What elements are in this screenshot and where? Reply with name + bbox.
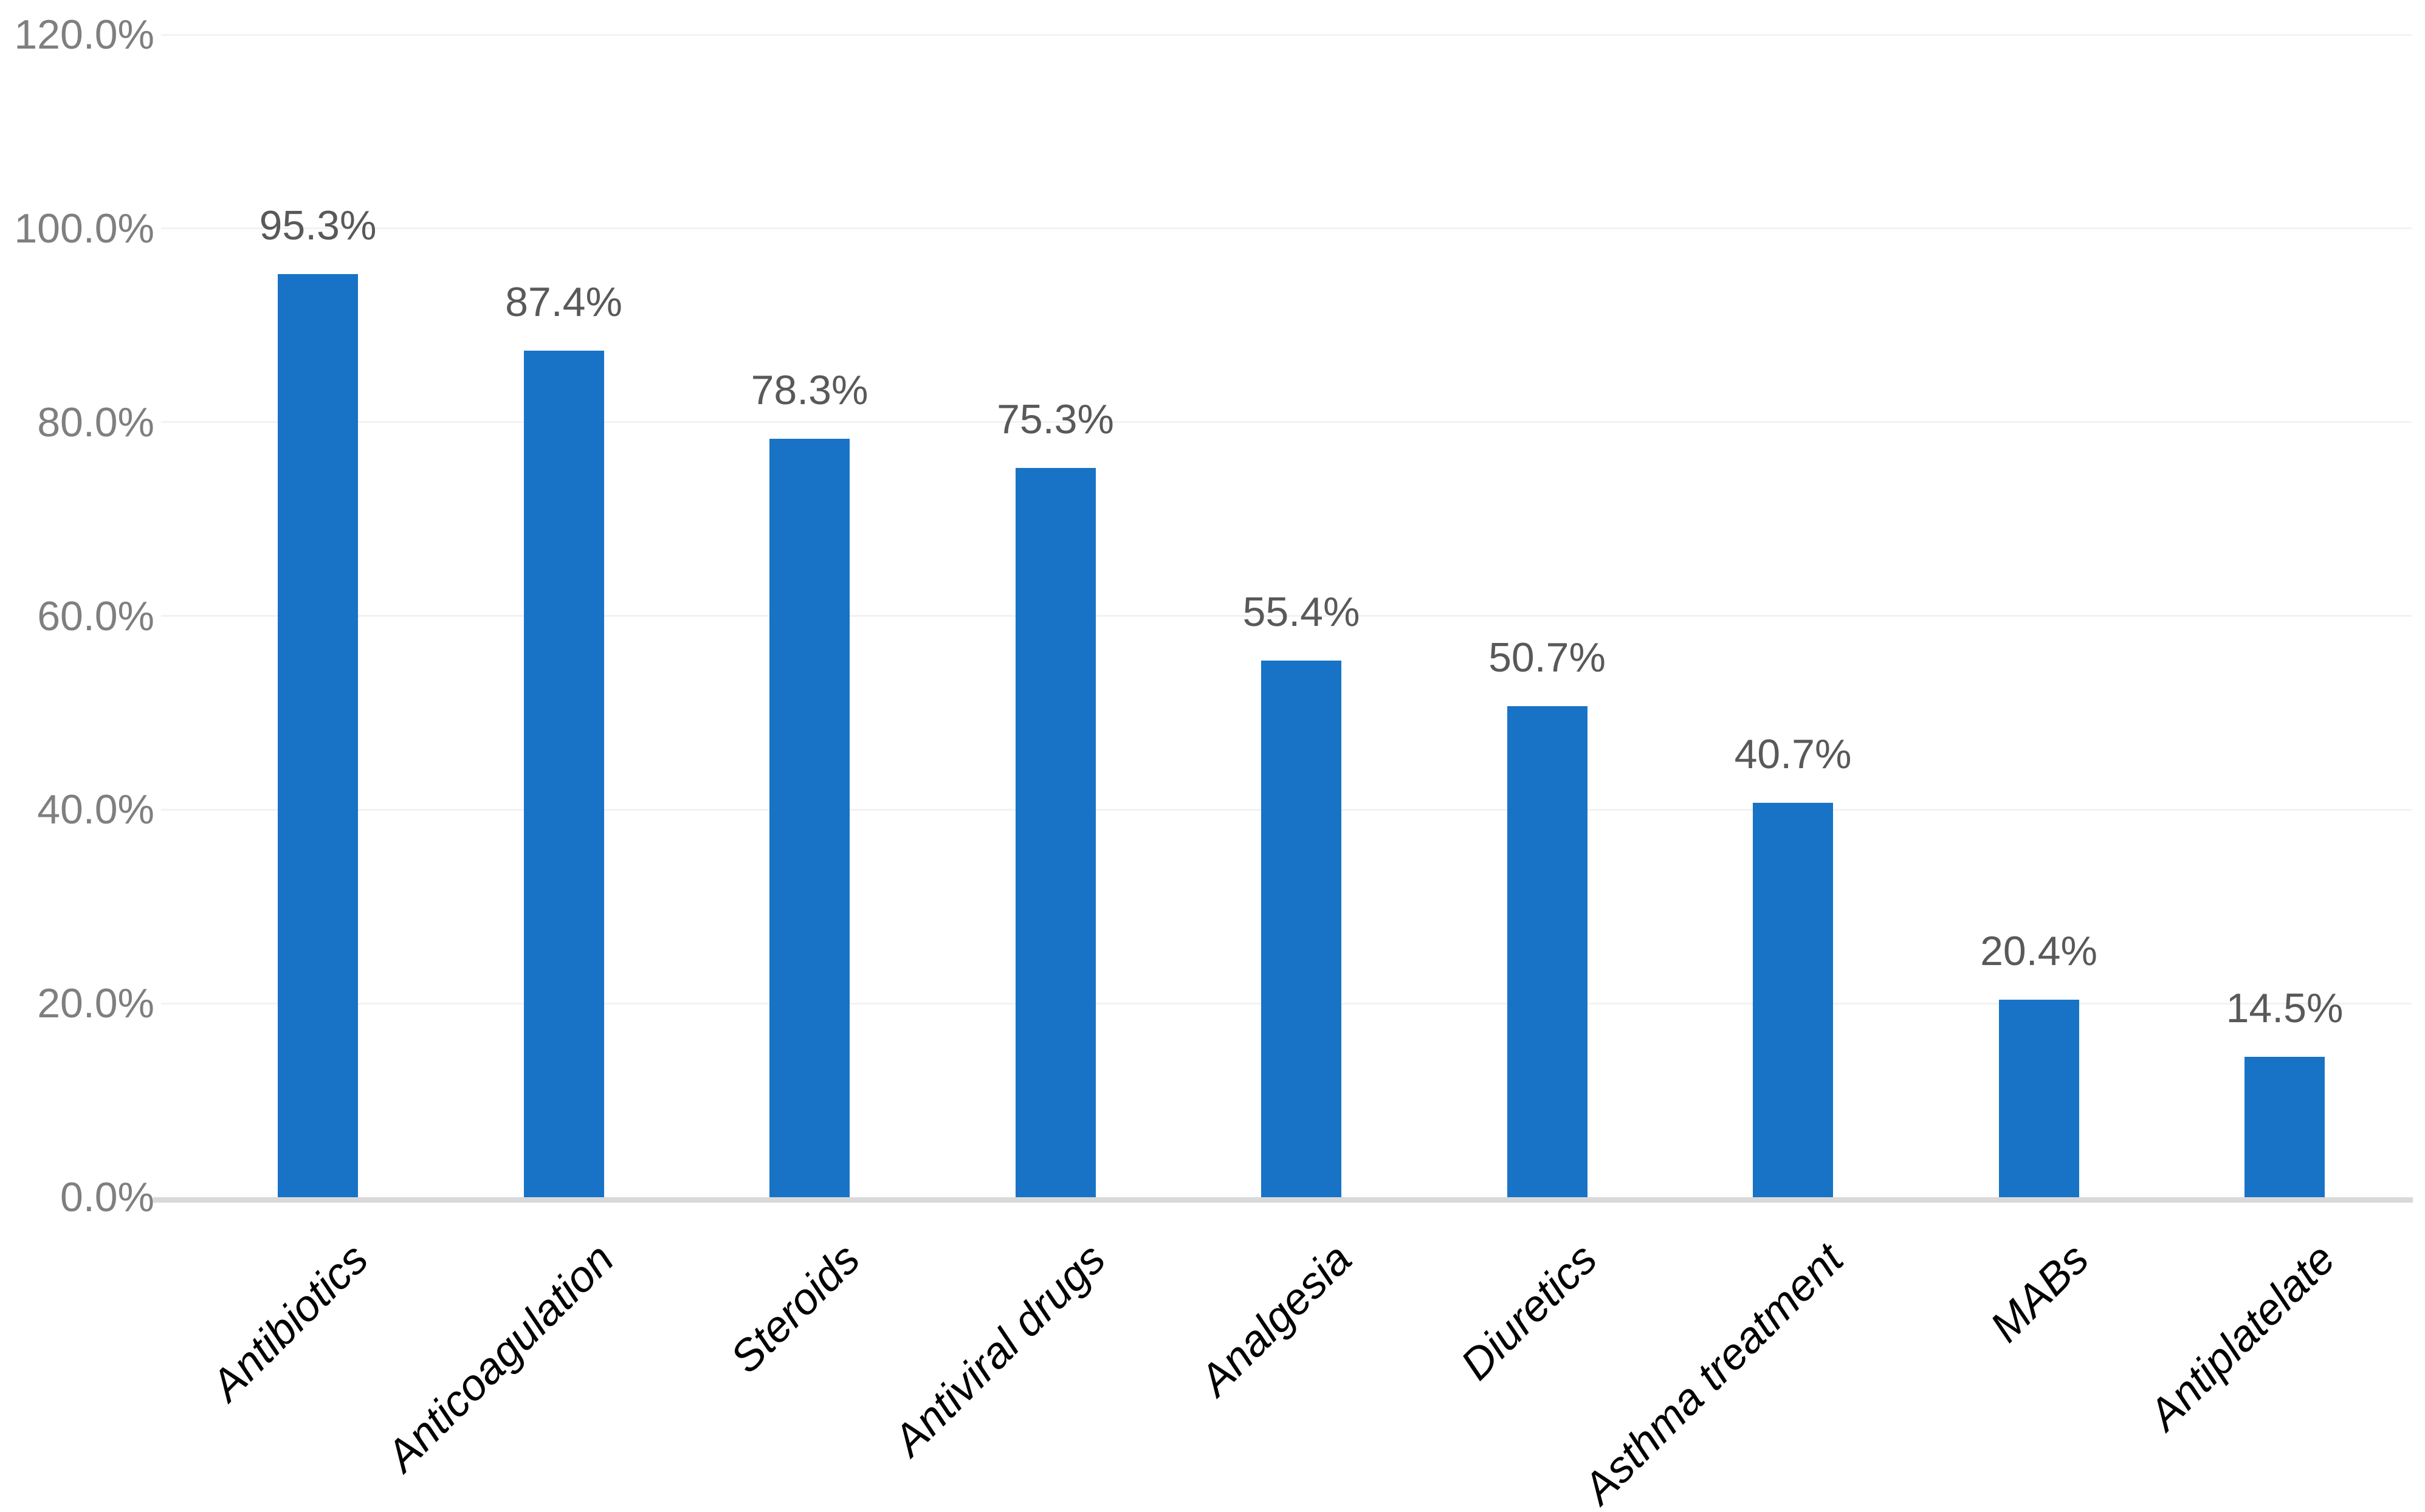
bar	[1753, 803, 1833, 1197]
gridline	[161, 421, 2412, 424]
x-axis-category-label: Antiviral drugs	[884, 1234, 1115, 1465]
gridline	[161, 615, 2412, 617]
y-axis-tick-label: 0.0%	[60, 1174, 154, 1220]
bar-value-label: 95.3%	[259, 202, 377, 249]
bar-value-label: 55.4%	[1242, 588, 1360, 635]
x-axis-category-label: Anticoagulation	[377, 1234, 624, 1481]
bar	[523, 350, 604, 1197]
bar-value-label: 75.3%	[997, 396, 1114, 442]
y-axis-tick-label: 80.0%	[37, 399, 154, 445]
y-axis-tick-label: 100.0%	[14, 205, 154, 252]
x-axis-category-label: MABs	[1981, 1234, 2099, 1352]
bar-value-label: 87.4%	[505, 278, 622, 325]
bar	[2244, 1056, 2325, 1197]
x-axis-category-label: Antiplatelate	[2139, 1234, 2344, 1440]
bar	[278, 273, 358, 1197]
y-axis-tick-label: 40.0%	[37, 786, 154, 833]
bar	[1015, 467, 1096, 1197]
x-axis-category-label: Diuretics	[1451, 1234, 1607, 1390]
bar	[769, 438, 850, 1197]
y-axis-tick-label: 60.0%	[37, 593, 154, 639]
y-axis-tick-label: 120.0%	[14, 12, 154, 58]
gridline	[161, 33, 2412, 36]
gridline	[161, 227, 2412, 230]
x-axis-category-label: Analgesia	[1190, 1234, 1361, 1405]
bar-value-label: 40.7%	[1734, 731, 1852, 778]
bar	[1261, 660, 1341, 1197]
x-axis-category-label: Steroids	[721, 1234, 869, 1383]
bar	[1507, 706, 1587, 1197]
y-axis-tick-label: 20.0%	[37, 980, 154, 1027]
x-axis-line	[153, 1197, 2413, 1203]
x-axis-category-label: Asthma treatment	[1574, 1234, 1852, 1512]
bar-value-label: 20.4%	[1980, 927, 2097, 974]
x-axis-category-label: Antibiotics	[202, 1234, 377, 1411]
bar-value-label: 14.5%	[2226, 985, 2344, 1031]
bar-value-label: 78.3%	[751, 366, 869, 413]
bar-value-label: 50.7%	[1488, 634, 1606, 681]
bar	[1998, 999, 2079, 1197]
